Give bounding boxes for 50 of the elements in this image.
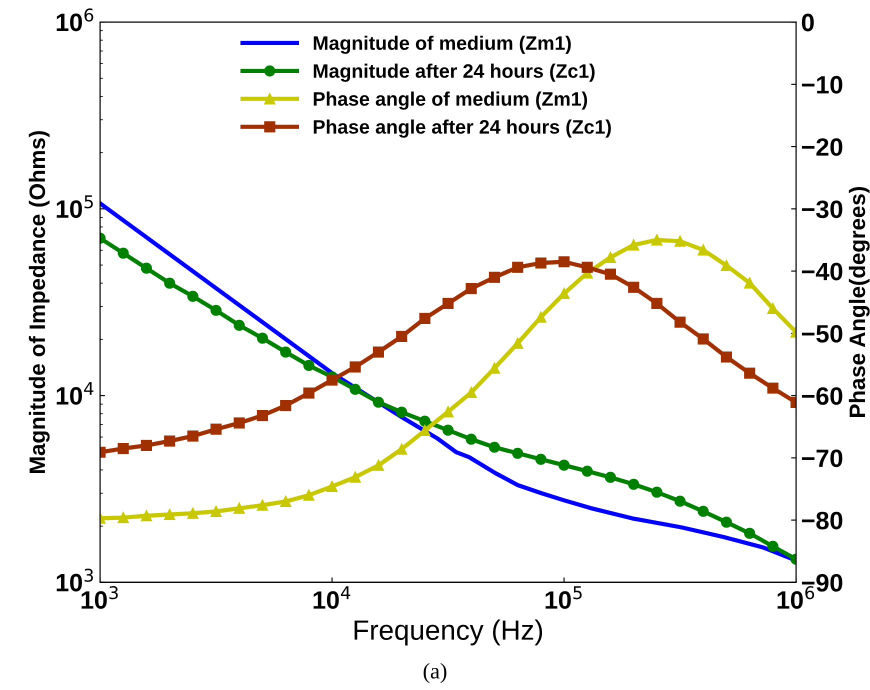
point [651, 486, 662, 498]
y2-tick-label: −60 [802, 387, 842, 405]
point [280, 346, 292, 358]
point [442, 424, 454, 436]
point [350, 384, 361, 395]
point [698, 506, 709, 517]
point [674, 496, 686, 507]
y2-tick-label: −20 [802, 138, 842, 156]
point [767, 540, 778, 552]
y-tick-label: 10$^{4}$ [56, 382, 94, 405]
legend-label: Phase angle of medium (Zm1) [314, 92, 588, 110]
text: (a) [424, 662, 446, 684]
point [419, 416, 430, 427]
y2-tick-label: −70 [802, 449, 842, 468]
point [396, 406, 408, 418]
y2-tick-label: −40 [802, 262, 842, 280]
point [720, 516, 732, 528]
y2-tick-label: −30 [802, 200, 842, 218]
y2-tick-label: −50 [802, 324, 842, 343]
x-tick-label: 10$^{4}$ [314, 586, 350, 609]
point [187, 290, 198, 302]
legend-label: Magnitude after 24 hours (Zc1) [314, 64, 595, 82]
point [582, 466, 593, 477]
point [604, 472, 616, 483]
y-axis-title: Magnitude of Impedance (Ohms) [28, 131, 50, 473]
point [118, 248, 129, 259]
point [303, 360, 314, 372]
y2-axis-title: Phase Angle(degrees) [848, 187, 870, 418]
point [535, 454, 546, 465]
point [210, 304, 222, 316]
legend-label: Phase angle after 24 hours (Zc1) [314, 119, 611, 138]
y2-tick-label: 0 [802, 14, 814, 32]
point [488, 442, 500, 453]
point [164, 278, 176, 289]
point [256, 332, 268, 344]
point [512, 448, 524, 459]
legend-label: Magnitude of medium (Zm1) [314, 36, 571, 54]
point [558, 460, 570, 471]
y-tick-label: 10$^{6}$ [56, 8, 94, 32]
y-tick-label: 10$^{5}$ [56, 195, 93, 218]
point [744, 528, 756, 539]
point [140, 262, 152, 274]
point [234, 320, 245, 331]
point [628, 478, 640, 490]
point [466, 434, 477, 445]
y2-tick-label: −10 [802, 76, 842, 94]
y2-tick-label: −80 [802, 512, 842, 530]
point [372, 396, 384, 408]
x-axis-title: Frequency (Hz) [354, 620, 542, 646]
x-tick-label: 10$^{5}$ [546, 586, 582, 609]
